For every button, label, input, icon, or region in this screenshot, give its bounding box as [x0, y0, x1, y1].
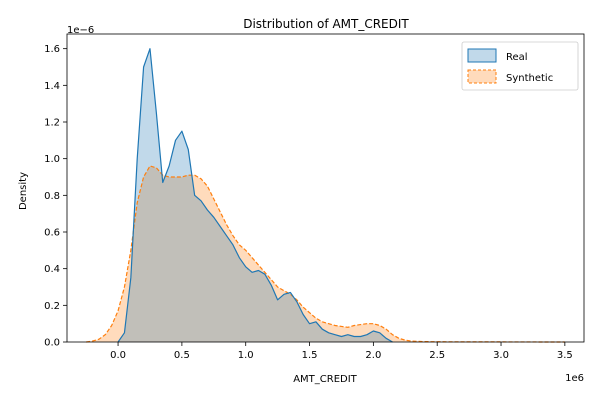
series-line-real [117, 48, 393, 343]
legend-swatch-synthetic [467, 69, 497, 84]
x-axis-label: AMT_CREDIT [293, 374, 357, 385]
y-tick-label: 0.8 [44, 191, 60, 202]
x-tick-label: 3.0 [493, 350, 509, 361]
x-axis: 0.0 0.5 1.0 1.5 2.0 2.5 3.0 3.5 [110, 342, 573, 361]
y-tick-label: 1.6 [44, 44, 60, 55]
legend-label-synthetic: Synthetic [506, 73, 553, 84]
series-layer [86, 48, 565, 343]
x-tick-label: 2.5 [429, 350, 445, 361]
x-tick-label: 3.5 [557, 350, 573, 361]
x-tick-label: 0.0 [110, 350, 126, 361]
x-tick-label: 1.5 [302, 350, 318, 361]
plot-area: 0.0 0.5 1.0 1.5 2.0 2.5 3.0 3.5 0.0 0.2 0.4 0.6 0.8… [44, 33, 585, 361]
x-tick-label: 1.0 [238, 350, 254, 361]
series-line-synthetic [86, 165, 565, 343]
y-axis-label: Density [18, 172, 29, 210]
plot-frame [66, 33, 585, 343]
y-scale-label: 1e−6 [67, 25, 94, 36]
legend: Real Synthetic [461, 41, 579, 91]
y-tick-label: 0.4 [44, 264, 60, 275]
y-tick-label: 0.0 [44, 338, 60, 349]
x-tick-label: 2.0 [365, 350, 381, 361]
legend-label-real: Real [506, 52, 528, 63]
y-tick-label: 0.2 [44, 301, 60, 312]
y-tick-label: 1.0 [44, 154, 60, 165]
y-tick-label: 0.6 [44, 228, 60, 239]
x-tick-label: 0.5 [174, 350, 190, 361]
legend-swatch-real [467, 48, 497, 63]
series-area-synthetic [86, 166, 565, 342]
chart-title: Distribution of AMT_CREDIT [243, 17, 409, 31]
y-tick-label: 1.4 [44, 81, 60, 92]
series-area-real [118, 48, 393, 343]
y-axis: 0.0 0.2 0.4 0.6 0.8 1.0 1.2 1.4 1.6 [44, 44, 67, 349]
legend-frame [461, 41, 579, 91]
y-tick-label: 1.2 [44, 118, 60, 129]
x-scale-label: 1e6 [565, 373, 584, 384]
